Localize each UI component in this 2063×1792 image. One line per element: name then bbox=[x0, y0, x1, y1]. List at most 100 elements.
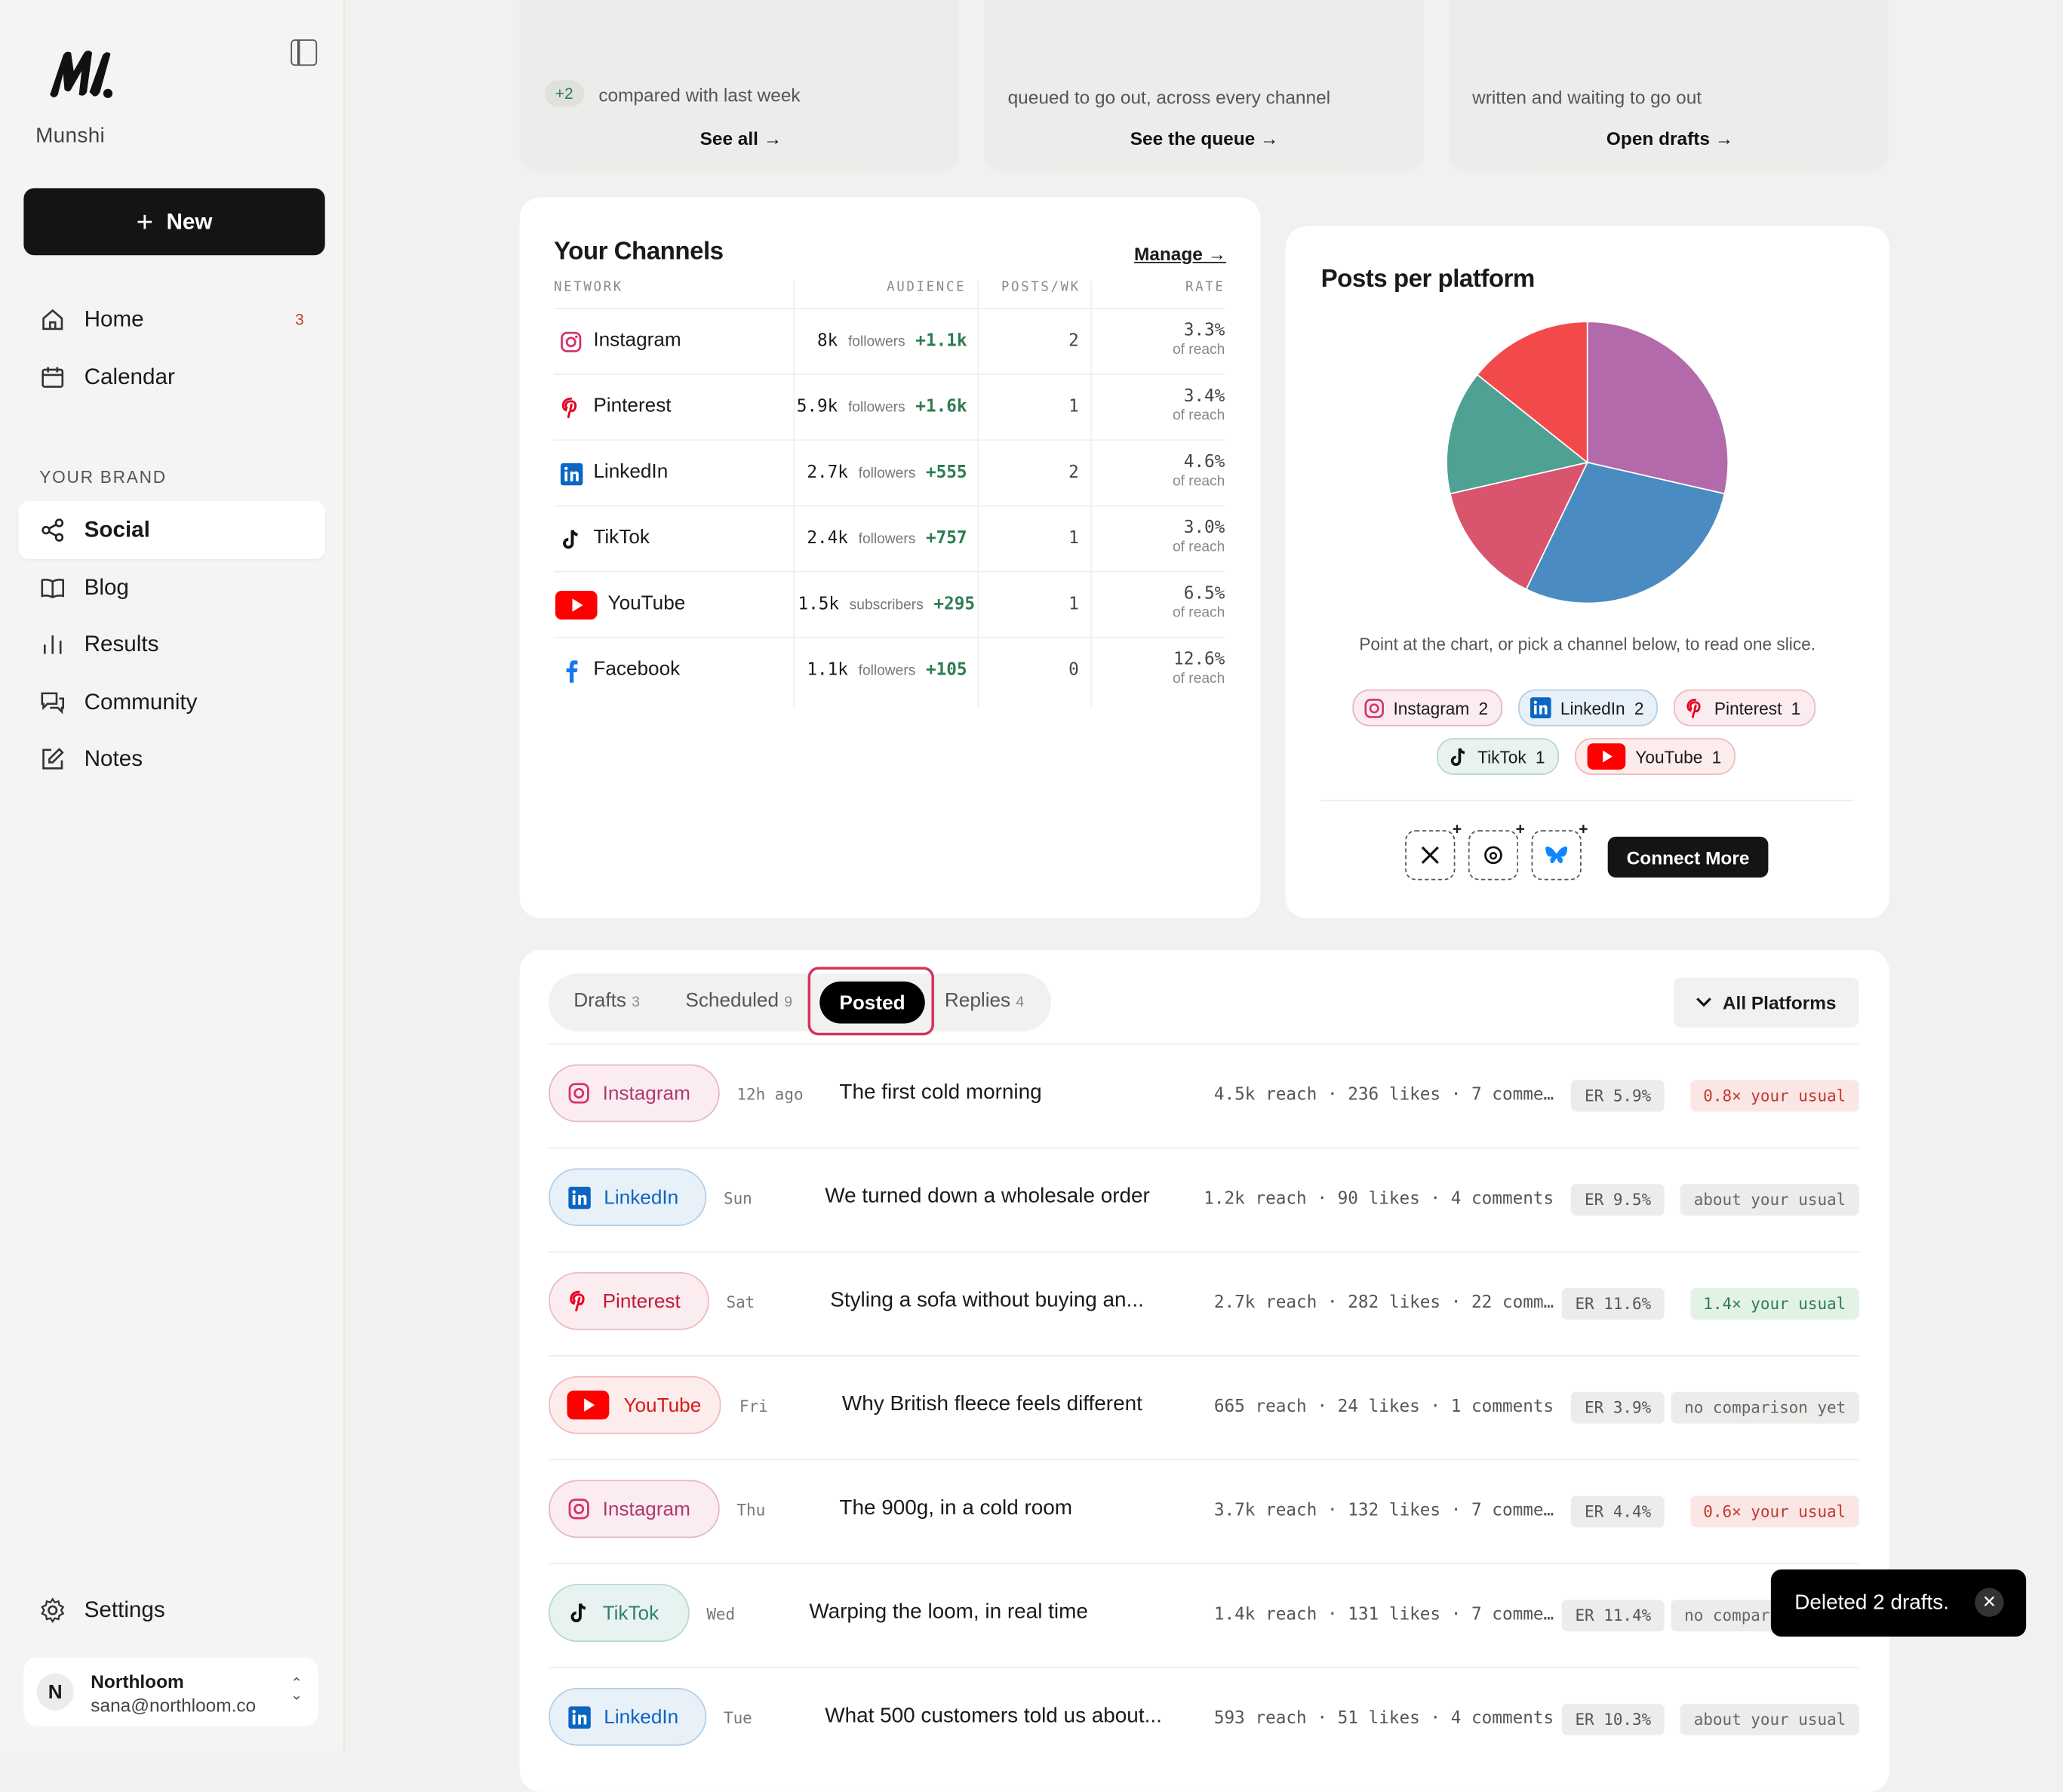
close-icon[interactable]: ✕ bbox=[1975, 1588, 2004, 1617]
rate-label: of reach bbox=[1172, 605, 1225, 621]
top-card-text: written and waiting to go out bbox=[1472, 87, 1702, 108]
pill-label: Instagram bbox=[1393, 697, 1470, 718]
post-time: Sun bbox=[723, 1189, 752, 1208]
account-switcher[interactable]: N Northloom sana@northloom.co ⌃ ⌄ bbox=[23, 1657, 318, 1726]
pill-instagram[interactable]: Instagram 2 bbox=[1352, 689, 1503, 727]
tab-replies[interactable]: Replies 4 bbox=[945, 989, 1024, 1012]
sidebar: Munshi + New Home 3 Calendar YOUR BRAND … bbox=[0, 0, 345, 1751]
pill-pinterest[interactable]: Pinterest 1 bbox=[1673, 689, 1816, 727]
post-row[interactable]: Pinterest Sat Styling a sofa without buy… bbox=[549, 1251, 1859, 1356]
audience-count: 2.4k bbox=[807, 528, 848, 549]
comparison-badge: 0.6× your usual bbox=[1689, 1495, 1859, 1528]
linkedin-icon bbox=[1530, 697, 1551, 719]
open-drafts-link[interactable]: Open drafts → bbox=[1606, 128, 1734, 149]
audience-growth: +1.1k bbox=[915, 331, 967, 352]
post-row[interactable]: LinkedIn Tue What 500 customers told us … bbox=[549, 1667, 1859, 1772]
rate-label: of reach bbox=[1172, 671, 1225, 687]
platform-pill: Pinterest bbox=[549, 1272, 709, 1330]
see-queue-link[interactable]: See the queue → bbox=[1130, 128, 1279, 149]
manage-link[interactable]: Manage → bbox=[1133, 243, 1227, 265]
book-icon bbox=[39, 575, 66, 601]
nav-item-results[interactable]: Results bbox=[18, 616, 324, 674]
threads-icon bbox=[1484, 846, 1502, 865]
engagement-badge: ER 3.9% bbox=[1571, 1391, 1665, 1424]
chat-icon bbox=[39, 690, 66, 716]
tiktok-icon bbox=[1450, 747, 1465, 766]
channel-rate: 6.5% of reach bbox=[1173, 584, 1225, 621]
focus-ring bbox=[807, 967, 934, 1036]
post-row[interactable]: YouTube Fri Why British fleece feels dif… bbox=[549, 1354, 1859, 1460]
pinterest-icon bbox=[570, 1290, 585, 1312]
post-row[interactable]: LinkedIn Sun We turned down a wholesale … bbox=[549, 1147, 1859, 1252]
rate-label: of reach bbox=[1172, 407, 1225, 424]
nav-label: Results bbox=[84, 631, 159, 657]
filter-label: All Platforms bbox=[1722, 991, 1837, 1013]
nav-item-social[interactable]: Social bbox=[18, 501, 325, 560]
toast: Deleted 2 drafts. ✕ bbox=[1770, 1569, 2027, 1637]
see-all-link[interactable]: See all → bbox=[699, 128, 782, 149]
channel-row[interactable]: Facebook 1.1k followers +105 0 12.6% of r… bbox=[554, 636, 1225, 704]
delta-badge: +2 bbox=[544, 80, 584, 107]
nav-item-blog[interactable]: Blog bbox=[18, 559, 324, 617]
collapse-sidebar-icon[interactable] bbox=[291, 39, 318, 66]
post-stats: 665 reach · 24 likes · 1 comments bbox=[1213, 1397, 1554, 1417]
column-divider bbox=[793, 280, 795, 709]
tab-count: 3 bbox=[632, 994, 640, 1011]
munshi-logo bbox=[50, 51, 113, 98]
engagement-badge: ER 4.4% bbox=[1571, 1495, 1665, 1528]
pinterest-icon bbox=[1686, 698, 1701, 718]
add-bluesky-button[interactable]: + bbox=[1531, 821, 1588, 881]
connect-more-button[interactable]: Connect More bbox=[1607, 836, 1769, 878]
comparison-badge: about your usual bbox=[1680, 1703, 1859, 1735]
pie-title: Posts per platform bbox=[1321, 266, 1536, 294]
post-row[interactable]: Instagram 12h ago The first cold morning… bbox=[549, 1043, 1859, 1148]
post-time: Thu bbox=[736, 1501, 766, 1520]
channel-row[interactable]: Pinterest 5.9k followers +1.6k 1 3.4% of … bbox=[554, 373, 1225, 441]
audience-count: 8k bbox=[817, 331, 838, 352]
add-threads-button[interactable]: + bbox=[1468, 821, 1525, 881]
nav-item-notes[interactable]: Notes bbox=[18, 730, 324, 788]
youtube-icon bbox=[555, 590, 598, 620]
post-stats: 2.7k reach · 282 likes · 22 comm… bbox=[1213, 1293, 1554, 1314]
instagram-icon bbox=[1364, 698, 1384, 718]
post-row[interactable]: TikTok Wed Warping the loom, in real tim… bbox=[549, 1563, 1859, 1668]
nav-item-home[interactable]: Home 3 bbox=[18, 290, 324, 349]
account-email: sana@northloom.co bbox=[91, 1694, 257, 1716]
new-button[interactable]: + New bbox=[23, 188, 325, 256]
tab-posted[interactable]: Posted bbox=[819, 981, 925, 1024]
nav-item-settings[interactable]: Settings bbox=[18, 1581, 324, 1640]
rate-value: 12.6% bbox=[1173, 650, 1225, 670]
audience-growth: +555 bbox=[925, 463, 967, 483]
engagement-badge: ER 10.3% bbox=[1562, 1703, 1665, 1735]
pie-slice-linkedin[interactable] bbox=[1525, 461, 1726, 604]
tab-drafts[interactable]: Drafts 3 bbox=[573, 989, 640, 1012]
top-card-queue: queued to go out, across every channel S… bbox=[984, 0, 1424, 173]
audience-growth: +295 bbox=[933, 595, 976, 615]
pie-slice-pinterest[interactable] bbox=[1449, 461, 1589, 591]
facebook-icon bbox=[559, 659, 583, 683]
channel-row[interactable]: Instagram 8k followers +1.1k 2 3.3% of re… bbox=[554, 308, 1225, 375]
pill-tiktok[interactable]: TikTok 1 bbox=[1437, 738, 1560, 775]
top-card-published: +2 compared with last week See all → bbox=[519, 0, 960, 173]
add-x-button[interactable]: + bbox=[1405, 821, 1462, 881]
pie-slice-instagram[interactable] bbox=[1586, 321, 1729, 495]
column-divider bbox=[1090, 280, 1093, 709]
pill-linkedin[interactable]: LinkedIn 2 bbox=[1518, 689, 1659, 727]
pill-youtube[interactable]: YouTube 1 bbox=[1575, 738, 1736, 775]
channel-name: LinkedIn bbox=[593, 460, 669, 483]
nav-item-community[interactable]: Community bbox=[18, 674, 324, 732]
channel-row[interactable]: TikTok 2.4k followers +757 1 3.0% of reac… bbox=[554, 505, 1225, 573]
post-row[interactable]: Instagram Thu The 900g, in a cold room 3… bbox=[549, 1458, 1859, 1564]
pie-slice-tiktok[interactable] bbox=[1446, 373, 1589, 495]
nav-label: Home bbox=[84, 306, 144, 332]
channel-row[interactable]: YouTube 1.5k subscribers +295 1 6.5% of r… bbox=[554, 570, 1225, 638]
nav-item-calendar[interactable]: Calendar bbox=[18, 349, 324, 407]
tab-scheduled[interactable]: Scheduled 9 bbox=[685, 989, 792, 1012]
channel-row[interactable]: LinkedIn 2.7k followers +555 2 4.6% of re… bbox=[554, 439, 1225, 506]
platform-filter[interactable]: All Platforms bbox=[1673, 977, 1859, 1028]
nav-label: Social bbox=[84, 517, 150, 543]
pie-slice-youtube[interactable] bbox=[1476, 321, 1588, 464]
calendar-icon bbox=[39, 364, 66, 391]
rate-value: 4.6% bbox=[1183, 452, 1225, 472]
pie-chart[interactable] bbox=[1439, 315, 1735, 610]
